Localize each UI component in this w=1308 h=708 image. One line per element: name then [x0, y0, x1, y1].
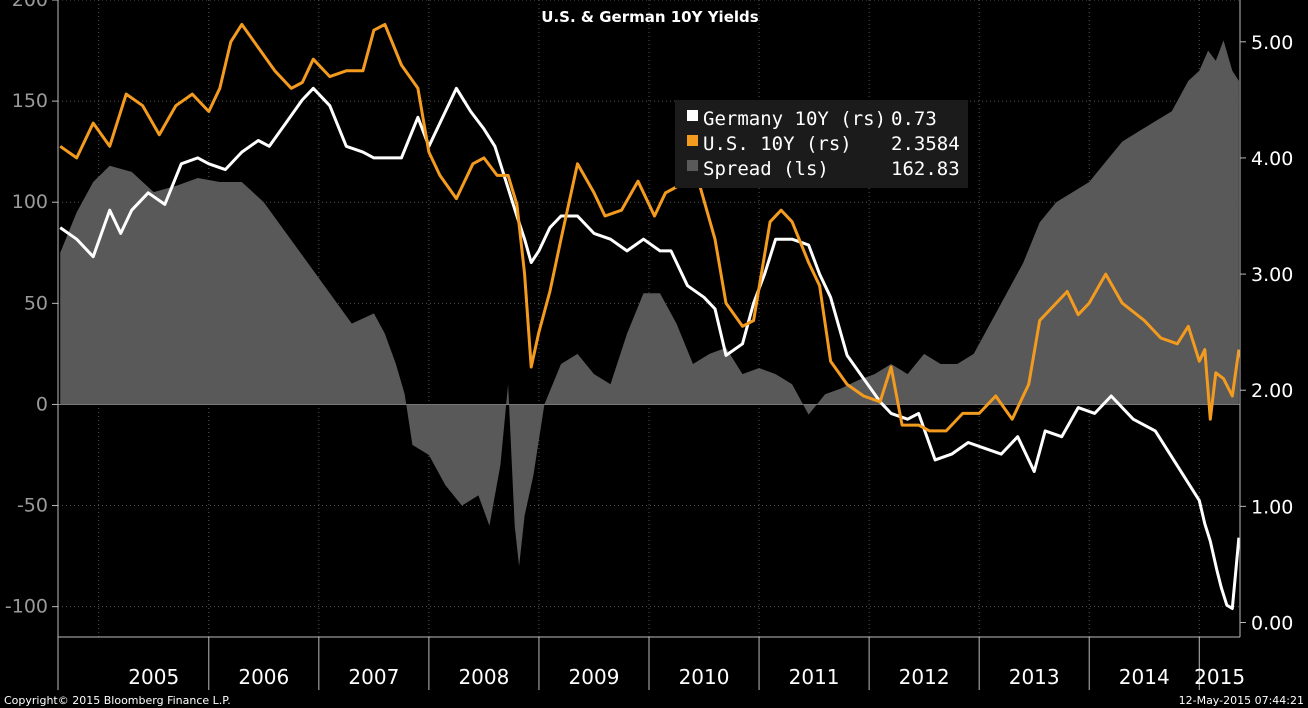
- x-tick-label: 2013: [1009, 665, 1060, 689]
- legend-entry-name: Germany 10Y (rs): [703, 108, 886, 130]
- left-tick-label: 150: [12, 90, 48, 112]
- left-tick-label: 200: [12, 0, 48, 11]
- legend-swatch: [687, 135, 698, 146]
- left-tick-label: -50: [17, 495, 48, 517]
- x-tick-label: 2006: [238, 665, 289, 689]
- right-tick-label: 4.00: [1251, 148, 1293, 170]
- x-tick-label: 2008: [458, 665, 509, 689]
- chart-title: U.S. & German 10Y Yields: [541, 8, 758, 26]
- legend-swatch: [687, 160, 698, 171]
- legend-entry-name: U.S. 10Y (rs): [703, 133, 852, 155]
- left-tick-label: 100: [12, 191, 48, 213]
- series-area-spread: [60, 40, 1239, 567]
- x-tick-label: 2012: [899, 665, 950, 689]
- copyright-text: Copyright© 2015 Bloomberg Finance L.P.: [4, 694, 231, 707]
- legend-entry-name: Spread (ls): [703, 158, 829, 180]
- x-tick-label: 2009: [569, 665, 620, 689]
- left-tick-label: 0: [36, 393, 48, 415]
- left-tick-label: 50: [24, 292, 48, 314]
- series-line-germany-10y: [59, 86, 1241, 610]
- legend-entry-value: 2.3584: [891, 133, 960, 155]
- left-tick-label: -100: [5, 596, 48, 618]
- legend-swatch: [687, 110, 698, 121]
- timestamp-text: 12-May-2015 07:44:21: [1179, 694, 1304, 707]
- right-tick-label: 0.00: [1251, 612, 1293, 634]
- right-tick-label: 3.00: [1251, 264, 1293, 286]
- x-tick-label: 2014: [1119, 665, 1170, 689]
- x-tick-label: 2010: [679, 665, 730, 689]
- x-tick-label: 2011: [789, 665, 840, 689]
- right-tick-label: 5.00: [1251, 32, 1293, 54]
- legend-entry-value: 0.73: [891, 108, 937, 130]
- right-tick-label: 2.00: [1251, 380, 1293, 402]
- x-tick-label: 2007: [348, 665, 399, 689]
- x-tick-label: 2015: [1194, 665, 1245, 689]
- x-tick-label: 2005: [128, 665, 179, 689]
- legend-box: [675, 100, 968, 188]
- series-line-u-s-10y: [59, 22, 1241, 433]
- right-tick-label: 1.00: [1251, 496, 1293, 518]
- legend-entry-value: 162.83: [891, 158, 960, 180]
